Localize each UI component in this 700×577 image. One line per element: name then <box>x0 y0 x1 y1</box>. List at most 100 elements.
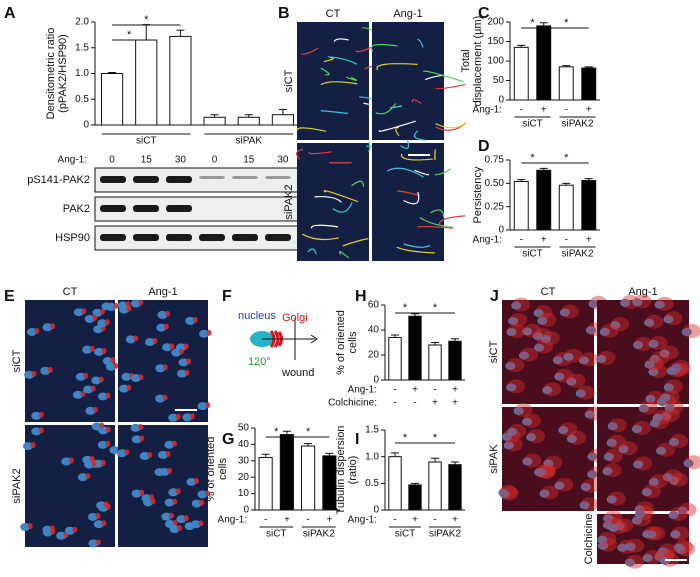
x-tick-label: - <box>393 398 396 409</box>
group-label: siCT <box>266 529 287 540</box>
cytoskeleton <box>647 526 665 540</box>
bar <box>559 185 573 230</box>
golgi <box>164 324 169 330</box>
golgi <box>32 371 37 377</box>
golgi <box>152 338 157 344</box>
blot-band <box>133 234 159 241</box>
blot-band <box>232 234 258 241</box>
column-label: CT <box>326 8 341 20</box>
bar <box>449 465 461 510</box>
cytoskeleton <box>671 526 689 540</box>
panel-label: J <box>490 288 499 305</box>
golgi <box>185 370 190 376</box>
bar <box>204 117 225 125</box>
panel-label: E <box>4 288 15 305</box>
x-tick-label: + <box>432 398 438 409</box>
significance-label: * <box>127 29 132 41</box>
cytoskeleton <box>577 385 595 399</box>
golgi <box>113 303 118 309</box>
golgi <box>50 529 55 535</box>
y-tick-label: 0.50 <box>485 178 505 189</box>
bar <box>559 67 573 100</box>
y-tick-label: 1.0 <box>75 68 89 79</box>
panel-label: B <box>278 5 290 22</box>
cytoskeleton <box>610 520 628 534</box>
y-axis-label: % of oriented <box>335 310 347 375</box>
x-tick-label: 15 <box>243 155 255 166</box>
cytoskeleton <box>535 340 553 354</box>
golgi <box>205 402 210 408</box>
cytoskeleton <box>605 449 623 463</box>
y-axis-label: displacement (µm) <box>472 16 484 107</box>
y-tick-label: 0.75 <box>485 155 505 166</box>
cytoskeleton <box>634 456 652 470</box>
row-label: siCT <box>488 340 500 363</box>
golgi <box>72 527 77 533</box>
x-tick-label: 30 <box>277 155 289 166</box>
y-tick-label: 50 <box>238 423 250 434</box>
significance-label: * <box>306 426 311 438</box>
golgi <box>138 300 143 306</box>
golgi <box>176 488 181 494</box>
golgi <box>99 376 104 382</box>
significance-label: * <box>403 432 408 444</box>
golgi <box>163 395 168 401</box>
cytoskeleton <box>508 424 526 438</box>
golgi <box>165 451 170 457</box>
category-row-label: Ang-1: <box>218 515 247 526</box>
y-tick-label: 40 <box>238 439 250 450</box>
blot-band <box>100 234 126 241</box>
micrograph <box>297 143 369 261</box>
panel-label: H <box>355 288 367 305</box>
row-label: siCT <box>283 69 295 92</box>
x-tick-label: 0 <box>109 155 115 166</box>
cytoskeleton <box>543 382 561 396</box>
golgi <box>170 343 175 349</box>
cytoskeleton <box>527 429 545 443</box>
bar <box>101 74 122 126</box>
bar <box>389 457 401 510</box>
x-tick-label: - <box>413 398 416 409</box>
micrograph <box>372 22 444 140</box>
bar <box>537 170 551 230</box>
x-tick-label: + <box>326 515 332 526</box>
golgi <box>198 520 203 526</box>
blot-band <box>166 176 192 183</box>
x-tick-label: + <box>452 398 458 409</box>
golgi <box>167 468 172 474</box>
golgi <box>96 539 101 545</box>
cytoskeleton <box>597 351 615 365</box>
blot-band <box>166 234 192 241</box>
golgi <box>105 441 110 447</box>
error-bar <box>142 25 150 40</box>
cytoskeleton <box>675 539 693 553</box>
row-label: siCT <box>11 349 23 372</box>
bar <box>582 68 596 100</box>
golgi <box>176 414 181 420</box>
group-label: siCT <box>395 529 416 540</box>
cytoskeleton <box>645 315 663 329</box>
golgi <box>83 373 88 379</box>
golgi <box>28 523 33 529</box>
group-label: siCT <box>522 119 543 130</box>
bar <box>272 115 293 125</box>
golgi <box>69 457 74 463</box>
cytoskeleton <box>580 352 598 366</box>
blot-band <box>133 176 159 183</box>
golgi <box>126 306 131 312</box>
golgi <box>81 308 86 314</box>
golgi <box>30 442 35 448</box>
golgi <box>163 364 168 370</box>
bar <box>582 181 596 230</box>
cytoskeleton <box>581 497 599 511</box>
golgi <box>184 343 189 349</box>
blot-label: HSP90 <box>55 232 90 244</box>
cytoskeleton <box>633 421 651 435</box>
cytoskeleton <box>672 360 690 374</box>
cytoskeleton <box>664 311 682 325</box>
cytoskeleton <box>665 379 683 393</box>
bar <box>238 117 259 125</box>
y-tick-label: 20 <box>368 350 380 361</box>
angle-label: 120° <box>248 356 271 368</box>
